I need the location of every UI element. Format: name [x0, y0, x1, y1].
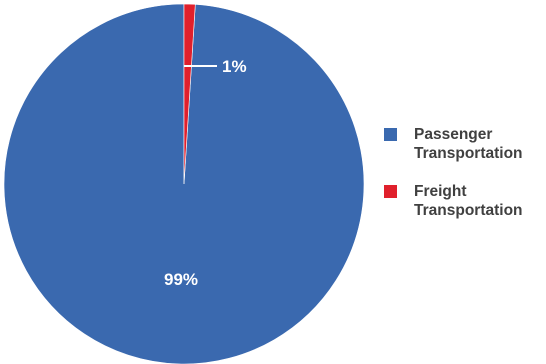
data-label-freight: 1%	[222, 57, 247, 76]
pie-slices	[3, 3, 365, 364]
data-label-passenger: 99%	[164, 270, 198, 289]
pie-slice-freight	[183, 3, 196, 185]
legend-swatch-passenger	[384, 128, 397, 141]
legend: Passenger Transportation Freight Transpo…	[384, 125, 544, 239]
pie-data-labels: 99% 1%	[164, 57, 247, 289]
legend-swatch-freight	[384, 185, 397, 198]
legend-label-freight: Freight Transportation	[414, 183, 523, 219]
legend-label-passenger: Passenger Transportation	[414, 126, 523, 162]
legend-item-passenger: Passenger Transportation	[384, 125, 544, 163]
legend-item-freight: Freight Transportation	[384, 182, 544, 220]
